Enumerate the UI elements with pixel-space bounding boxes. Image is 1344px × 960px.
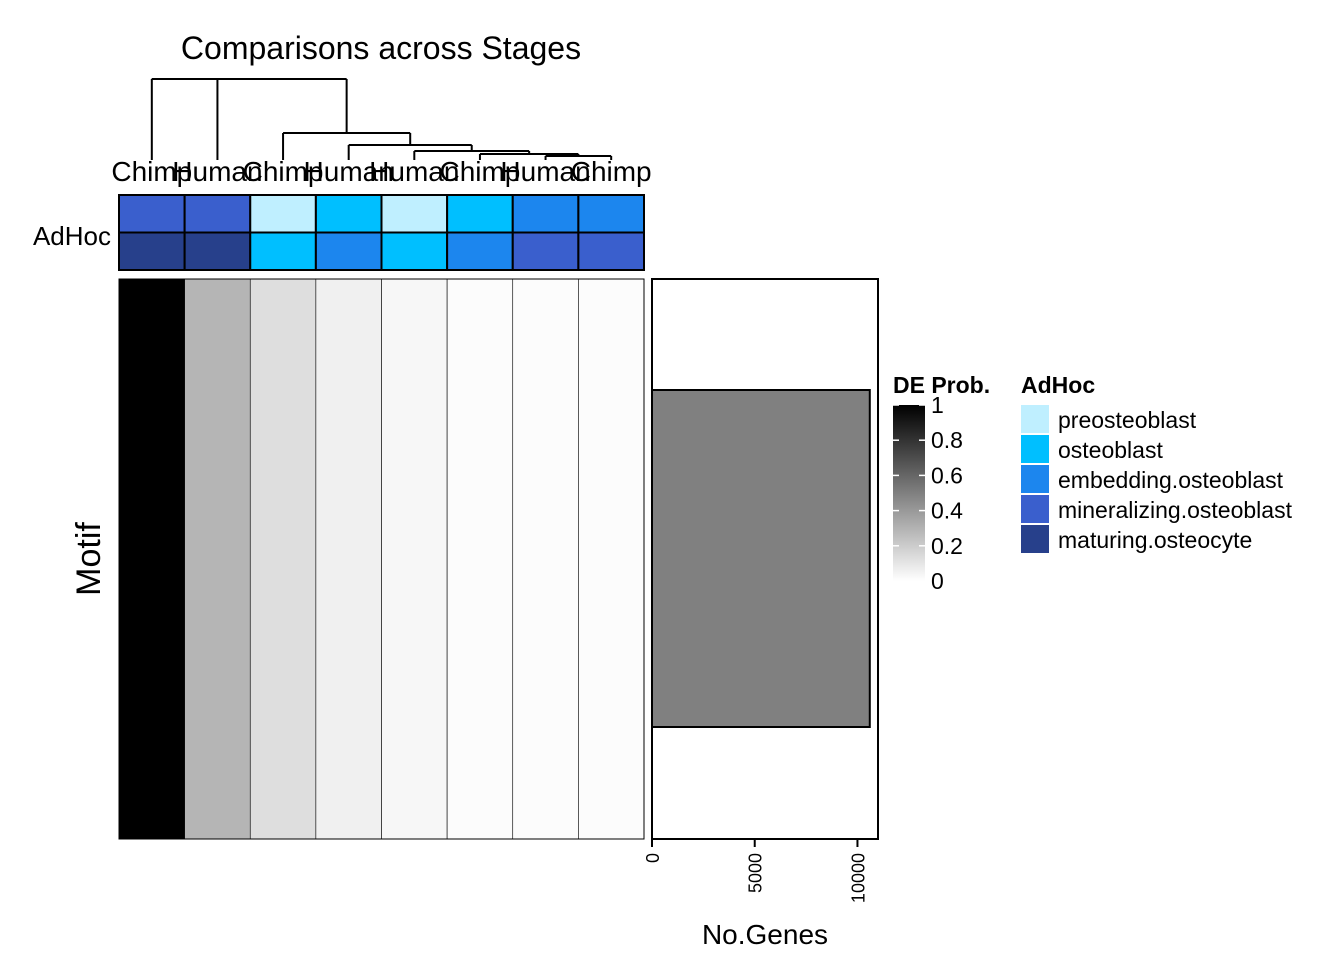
column-dendrogram [150,78,613,160]
colorbar-fill [893,405,925,581]
annotation-cell [577,194,645,234]
column-label: Chimp [439,156,520,187]
annotation-legend-title: AdHoc [1021,372,1095,398]
annotation-legend-swatch [1021,435,1049,463]
column-label: Human [500,156,590,187]
annotation-cell [118,194,186,234]
colorbar-tick-label: 0.6 [931,462,963,488]
heatmap-cell [512,278,579,840]
annotation-cell [183,194,252,234]
annotation-cell [249,194,317,234]
annotation-legend-swatch [1021,405,1049,433]
annotation-cell [511,231,580,271]
annotation-cell [446,194,514,234]
column-label: Chimp [571,156,652,187]
annotation-cell [249,231,317,271]
heatmap-cell [381,278,448,840]
side-bar [651,389,871,728]
heatmap-cell [446,278,514,840]
column-label: Human [304,156,394,187]
row-axis-label: Motif [70,522,108,596]
annotation-cell [380,194,449,234]
colorbar-title: DE Prob. [893,372,990,398]
colorbar-tick-label: 0.4 [931,498,963,524]
annotation-cell [577,231,645,271]
side-bar-panel: 0 5000 10000 [643,278,879,903]
chart-title: Comparisons across Stages [181,30,581,66]
annotation-label: AdHoc [33,221,111,251]
annotation-cell [314,194,383,234]
annotation-legend-label: embedding.osteoblast [1058,467,1284,493]
annotation-cell [118,231,186,271]
column-label: Human [369,156,459,187]
heatmap-cell [184,278,251,840]
colorbar-tick-label: 1 [931,392,944,418]
annotation-legend-swatch [1021,465,1049,493]
annotation-legend-label: osteoblast [1058,437,1163,463]
colorbar-tick-label: 0.2 [931,533,963,559]
column-label: Human [172,156,262,187]
annotation-cell [183,231,252,271]
side-bar-tick-label: 5000 [746,853,766,893]
annotation-legend-label: mineralizing.osteoblast [1058,497,1293,523]
colorbar-tick-label: 0.8 [931,427,963,453]
colorbar-tick-label: 0 [931,568,944,594]
annotation-legend-label: preosteoblast [1058,407,1197,433]
colorbar: 0 0.2 0.4 0.6 0.8 1 [893,392,963,594]
annotation-legend-label: maturing.osteocyte [1058,527,1252,553]
heatmap-cell [315,278,382,840]
annotation-cell [380,231,449,271]
heatmap-body [118,278,645,840]
heatmap-cell [249,278,317,840]
side-bar-tick-label: 0 [643,853,663,863]
column-label: Chimp [111,156,192,187]
annotation-track [118,194,645,271]
heatmap-cell [118,278,185,840]
side-bar-tick-label: 10000 [848,853,868,903]
annotation-legend-swatch [1021,495,1049,523]
annotation-legend: preosteoblast osteoblast embedding.osteobl… [1021,405,1293,553]
column-label: Chimp [243,156,324,187]
annotation-cell [314,231,383,271]
annotation-cell [511,194,580,234]
side-bar-xlabel: No.Genes [702,919,828,950]
annotation-cell [446,231,514,271]
heatmap-border [118,278,645,840]
annotation-legend-swatch [1021,525,1049,553]
heatmap-cell [578,278,645,840]
